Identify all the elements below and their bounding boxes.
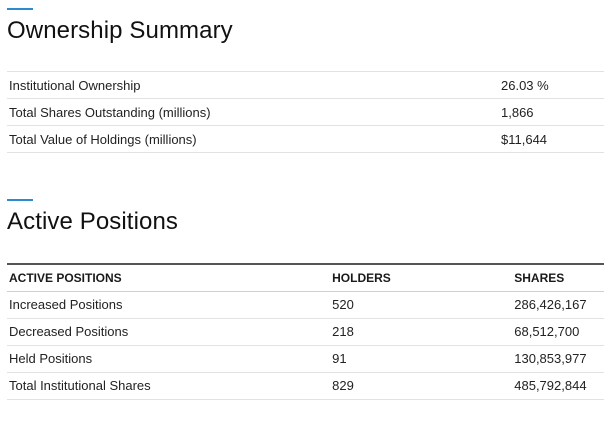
table-row: Total Institutional Shares 829 485,792,8… — [7, 372, 604, 399]
summary-row: Total Value of Holdings (millions) $11,6… — [7, 125, 604, 153]
position-holders: 91 — [332, 351, 347, 366]
active-positions-header: Active Positions — [7, 199, 604, 236]
table-header-row: ACTIVE POSITIONS HOLDERS SHARES — [7, 264, 604, 291]
position-shares: 485,792,844 — [514, 378, 587, 393]
header-shares: SHARES — [514, 270, 565, 285]
position-holders: 520 — [332, 297, 354, 312]
position-label: Held Positions — [9, 351, 93, 366]
summary-row: Institutional Ownership 26.03 % — [7, 71, 604, 99]
table-row: Decreased Positions 218 68,512,700 — [7, 318, 604, 345]
position-label: Decreased Positions — [9, 324, 129, 339]
table-row: Increased Positions 520 286,426,167 — [7, 291, 604, 318]
summary-label: Total Value of Holdings (millions) — [9, 131, 197, 147]
accent-bar — [7, 8, 33, 10]
position-holders: 829 — [332, 378, 354, 393]
summary-value: $11,644 — [501, 131, 548, 147]
position-holders: 218 — [332, 324, 354, 339]
summary-value: 1,866 — [501, 104, 534, 120]
summary-value: 26.03 % — [501, 77, 549, 93]
summary-label: Total Shares Outstanding (millions) — [9, 104, 211, 120]
ownership-summary-header: Ownership Summary — [7, 8, 604, 45]
position-label: Increased Positions — [9, 297, 123, 312]
position-label: Total Institutional Shares — [9, 378, 151, 393]
table-row: Held Positions 91 130,853,977 — [7, 345, 604, 372]
ownership-summary-table: Institutional Ownership 26.03 % Total Sh… — [7, 71, 604, 153]
active-positions-title: Active Positions — [7, 208, 179, 235]
summary-row: Total Shares Outstanding (millions) 1,86… — [7, 98, 604, 126]
header-holders: HOLDERS — [332, 270, 391, 285]
position-shares: 68,512,700 — [514, 324, 580, 339]
position-shares: 130,853,977 — [514, 351, 587, 366]
accent-bar — [7, 199, 33, 201]
active-positions-table: ACTIVE POSITIONS HOLDERS SHARES Increase… — [7, 263, 604, 400]
header-active-positions: ACTIVE POSITIONS — [9, 270, 122, 285]
summary-label: Institutional Ownership — [9, 77, 141, 93]
ownership-summary-title: Ownership Summary — [7, 17, 233, 44]
position-shares: 286,426,167 — [514, 297, 587, 312]
